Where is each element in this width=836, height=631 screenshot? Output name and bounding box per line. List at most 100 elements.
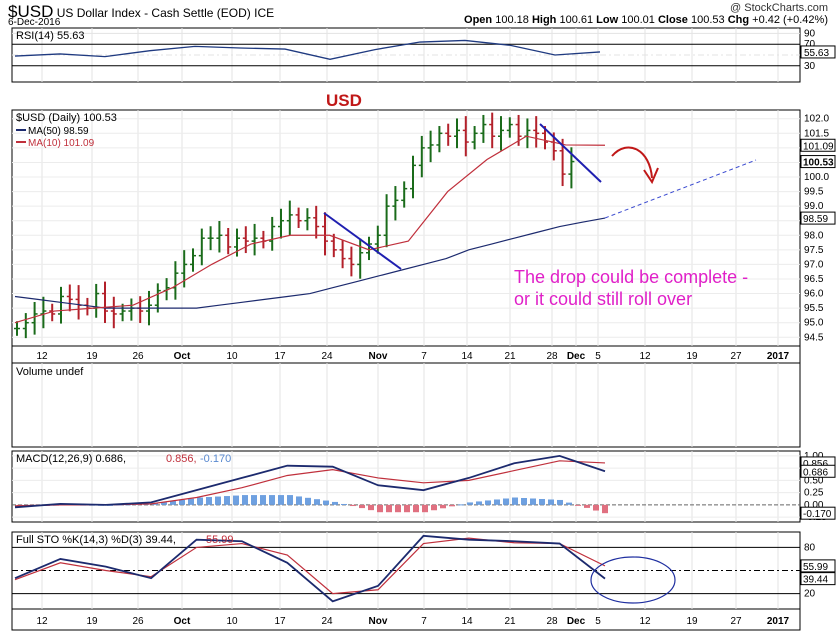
chart-title: $USD US Dollar Index - Cash Settle (EOD)… [8, 2, 274, 22]
sto-d-line [14, 537, 606, 595]
macd-hist-bar [296, 496, 302, 505]
x-tick-label: 7 [421, 351, 427, 362]
macd-hist-bar [602, 504, 608, 514]
sto-last-box [800, 559, 836, 573]
x-tick-label-bottom: 2017 [767, 616, 790, 627]
x-tick-label-bottom: 7 [421, 616, 427, 627]
sto-tick-label: 80 [804, 542, 816, 553]
open-label: Open [464, 14, 493, 26]
sto-tick-label: 20 [804, 589, 816, 600]
annotation-line-1: The drop could be complete - [514, 267, 748, 287]
rsi-last-box [800, 45, 836, 59]
x-tick-label-bottom: 27 [730, 616, 742, 627]
x-tick-label-bottom: 19 [686, 616, 698, 627]
macd-hist-bar [386, 504, 392, 513]
macd-hist-bar [278, 495, 284, 505]
ma50-projection [604, 159, 757, 219]
curved-arrow [611, 146, 653, 179]
macd-hist-bar [152, 503, 158, 505]
macd-hist-bar [449, 504, 455, 507]
macd-hist-bar [404, 504, 410, 513]
x-tick-label: 27 [730, 351, 742, 362]
macd-hist-bar [269, 495, 275, 505]
high-value: 100.61 [559, 14, 594, 26]
ma10-legend: MA(10) 101.09 [28, 138, 95, 149]
macd-hist-bar [539, 498, 545, 505]
panel-frame-macd [11, 450, 801, 523]
price-last-label: 98.59 [803, 214, 828, 225]
sto-highlight-circle [590, 556, 676, 604]
x-tick-label: 12 [36, 351, 48, 362]
macd-hist-bar [179, 499, 185, 505]
price-last-label: 100.53 [803, 158, 834, 169]
macd-hist-bar [224, 496, 230, 505]
macd-tick-label: 0.25 [804, 488, 824, 499]
chg-value: +0.42 (+0.42%) [752, 14, 828, 26]
sto-last-label: 39.44 [803, 575, 828, 586]
macd-hist-bar [440, 504, 446, 509]
trend-line-2 [539, 123, 602, 183]
macd-hist-bar [548, 499, 554, 505]
x-tick-label: 17 [274, 351, 286, 362]
ma50-line [14, 217, 606, 309]
macd-hist-bar [161, 502, 167, 505]
price-last-box [800, 211, 836, 225]
macd-hist-bar [323, 500, 329, 505]
x-tick-label-bottom: 17 [274, 616, 286, 627]
macd-hist-bar [530, 498, 536, 505]
price-tick-label: 97.0 [804, 259, 824, 270]
trend-line-1 [323, 212, 402, 270]
macd-hist-bar [485, 500, 491, 505]
macd-hist-bar [305, 497, 311, 505]
price-tick-label: 100.0 [804, 172, 829, 183]
macd-last-box [800, 464, 836, 478]
price-last-label: 101.09 [803, 141, 834, 152]
macd-last-label: 0.686 [803, 467, 828, 478]
sto-k-line [14, 534, 606, 603]
macd-hist-bar [287, 495, 293, 505]
macd-hist-bar [188, 498, 194, 505]
sto-legend-1: Full STO %K(14,3) %D(3) 39.44, [16, 534, 176, 546]
macd-hist-bar [377, 504, 383, 513]
price-tick-label: 96.5 [804, 274, 824, 285]
price-tick-label: 99.5 [804, 187, 824, 198]
macd-hist-bar [233, 495, 239, 505]
x-tick-label-bottom: 12 [639, 616, 651, 627]
panel-frame-vol [11, 362, 801, 448]
ohlc-quote: Open 100.18 High 100.61 Low 100.01 Close… [464, 14, 828, 26]
x-axis-band [11, 345, 801, 364]
x-tick-label: 10 [226, 351, 238, 362]
price-tick-label: 94.5 [804, 332, 824, 343]
brand-watermark: @ StockCharts.com [730, 2, 828, 14]
price-tick-label: 95.0 [804, 318, 824, 329]
macd-hist-bar [584, 504, 590, 508]
macd-hist-bar [476, 501, 482, 505]
price-tick-label: 97.5 [804, 245, 824, 256]
low-value: 100.01 [621, 14, 655, 26]
x-tick-label: 12 [639, 351, 651, 362]
macd-hist-bar [368, 504, 374, 511]
instrument-name: US Dollar Index - Cash Settle (EOD) [56, 6, 251, 20]
price-tick-label: 102.0 [804, 114, 829, 125]
price-tick-label: 96.0 [804, 289, 824, 300]
macd-hist-bar [575, 504, 581, 506]
price-tick-label: 98.0 [804, 230, 824, 241]
chg-label: Chg [727, 14, 750, 26]
exchange: ICE [254, 6, 275, 20]
x-tick-label: 19 [86, 351, 98, 362]
x-tick-label: 28 [546, 351, 558, 362]
x-tick-label: 2017 [767, 351, 790, 362]
macd-hist-bar [341, 503, 347, 505]
macd-hist-bar [206, 497, 212, 505]
macd-legend-3: -0.170 [200, 453, 231, 465]
symbol: $USD [8, 2, 54, 21]
ma50-legend: MA(50) 98.59 [28, 126, 89, 137]
close-label: Close [657, 14, 688, 26]
macd-hist-bar [467, 502, 473, 505]
low-label: Low [596, 14, 619, 26]
rsi-last-label: 55.63 [804, 48, 829, 59]
macd-hist-bar [512, 497, 518, 505]
x-tick-label-bottom: 5 [595, 616, 601, 627]
rsi-tick-label: 70 [804, 39, 816, 50]
